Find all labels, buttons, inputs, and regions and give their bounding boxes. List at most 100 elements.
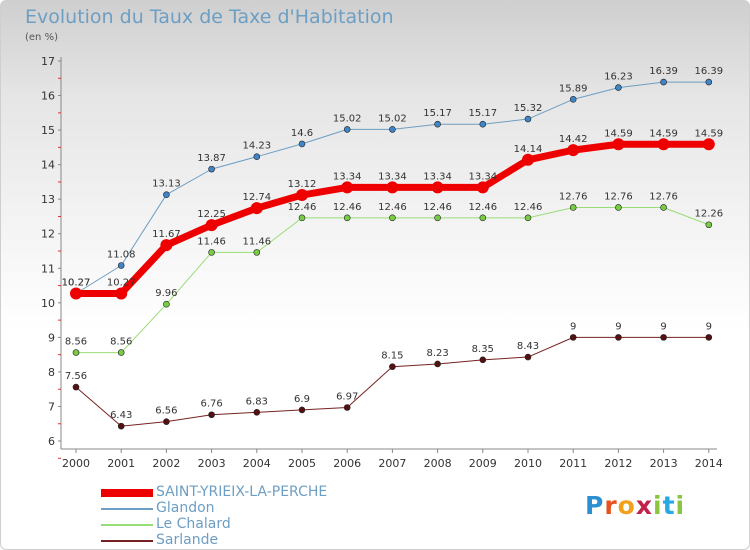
data-point (115, 287, 128, 300)
data-label: 11.67 (152, 229, 181, 240)
legend-item: Sarlande (101, 532, 431, 549)
logo-letter: P (585, 491, 605, 520)
data-label: 15.32 (514, 103, 543, 114)
data-point (569, 96, 577, 103)
x-tick-label: 2012 (604, 457, 632, 470)
data-point (612, 138, 625, 151)
data-label: 12.46 (514, 202, 543, 213)
data-label: 12.46 (468, 202, 497, 213)
data-point (569, 204, 577, 211)
data-point (163, 191, 170, 198)
data-label: 16.39 (649, 66, 678, 77)
data-point (705, 78, 713, 86)
data-label: 12.46 (333, 202, 362, 213)
data-label: 15.89 (559, 83, 588, 94)
data-point (341, 181, 354, 194)
data-label: 8.15 (381, 351, 403, 362)
data-label: 6.83 (246, 396, 268, 407)
x-tick-label: 2003 (198, 457, 226, 470)
data-point (160, 239, 173, 252)
legend: SAINT-YRIEIX-LA-PERCHE Glandon Le Chalard S… (101, 484, 431, 549)
data-point (479, 214, 487, 222)
data-label: 13.34 (333, 171, 362, 182)
data-label: 12.76 (604, 191, 633, 202)
data-point (569, 334, 577, 341)
x-tick-label: 2009 (469, 457, 497, 470)
data-point (434, 360, 441, 368)
data-point (205, 219, 218, 232)
y-tick-label: 9 (48, 331, 55, 344)
data-label: 8.23 (426, 348, 448, 359)
data-label: 14.59 (694, 128, 723, 139)
y-tick-label: 17 (41, 55, 55, 68)
data-label: 11.46 (197, 236, 226, 247)
data-label: 14.42 (559, 134, 588, 145)
logo-letter: i (675, 491, 686, 520)
x-tick-label: 2002 (152, 457, 180, 470)
data-point (479, 120, 487, 128)
data-label: 10.27 (62, 277, 91, 288)
data-point (117, 349, 125, 356)
y-tick-label: 15 (41, 124, 55, 137)
legend-item: Le Chalard (101, 516, 431, 533)
data-point (615, 334, 622, 341)
data-label: 6.56 (155, 406, 177, 417)
logo-letter: i (653, 491, 663, 520)
x-tick-label: 2013 (650, 457, 678, 470)
data-label: 13.13 (152, 179, 181, 190)
data-label: 16.23 (604, 72, 633, 83)
data-point (343, 404, 351, 411)
data-label: 12.76 (649, 191, 678, 202)
data-label: 15.02 (333, 113, 362, 124)
data-point (117, 422, 125, 430)
data-label: 15.17 (468, 108, 497, 119)
legend-label: SAINT-YRIEIX-LA-PERCHE (156, 484, 328, 500)
data-point (296, 189, 308, 202)
y-tick-label: 12 (41, 228, 55, 241)
legend-swatch (101, 540, 153, 542)
x-tick-label: 2000 (62, 457, 90, 470)
y-tick-label: 10 (41, 297, 55, 310)
x-tick-label: 2006 (333, 457, 361, 470)
data-point (476, 181, 489, 194)
data-label: 8.56 (65, 337, 87, 348)
data-label: 11.46 (242, 236, 271, 247)
data-point (567, 144, 580, 157)
data-label: 9 (706, 321, 712, 332)
data-point (434, 214, 441, 222)
data-label: 13.34 (423, 171, 452, 182)
data-point (389, 126, 396, 133)
legend-item: Glandon (101, 500, 431, 517)
data-point (434, 120, 441, 128)
data-point (70, 287, 82, 300)
data-label: 14.6 (291, 128, 313, 139)
data-label: 13.12 (288, 179, 317, 190)
data-label: 16.39 (694, 66, 723, 77)
chart-title: Evolution du Taux de Taxe d'Habitation (25, 6, 394, 28)
data-point (705, 221, 713, 229)
chart-unit: (en %) (25, 32, 58, 43)
data-point (72, 349, 80, 356)
data-point (389, 214, 396, 222)
y-tick-label: 14 (41, 159, 55, 172)
data-label: 6.76 (200, 399, 222, 410)
data-label: 9 (615, 321, 621, 332)
y-tick-label: 7 (48, 400, 55, 413)
data-point (72, 383, 80, 391)
legend-label: Sarlande (156, 532, 219, 548)
data-point (343, 214, 351, 222)
data-point (660, 78, 667, 86)
data-point (702, 138, 715, 151)
data-label: 14.59 (604, 128, 633, 139)
data-point (524, 353, 532, 361)
data-label: 6.97 (336, 391, 358, 402)
proxiti-logo: Proxiti (585, 491, 685, 520)
x-tick-label: 2008 (424, 457, 452, 470)
data-label: 6.43 (110, 410, 132, 421)
data-point (660, 204, 667, 211)
logo-letter: x (635, 491, 653, 520)
data-point (522, 153, 534, 166)
y-tick-label: 6 (48, 435, 55, 448)
